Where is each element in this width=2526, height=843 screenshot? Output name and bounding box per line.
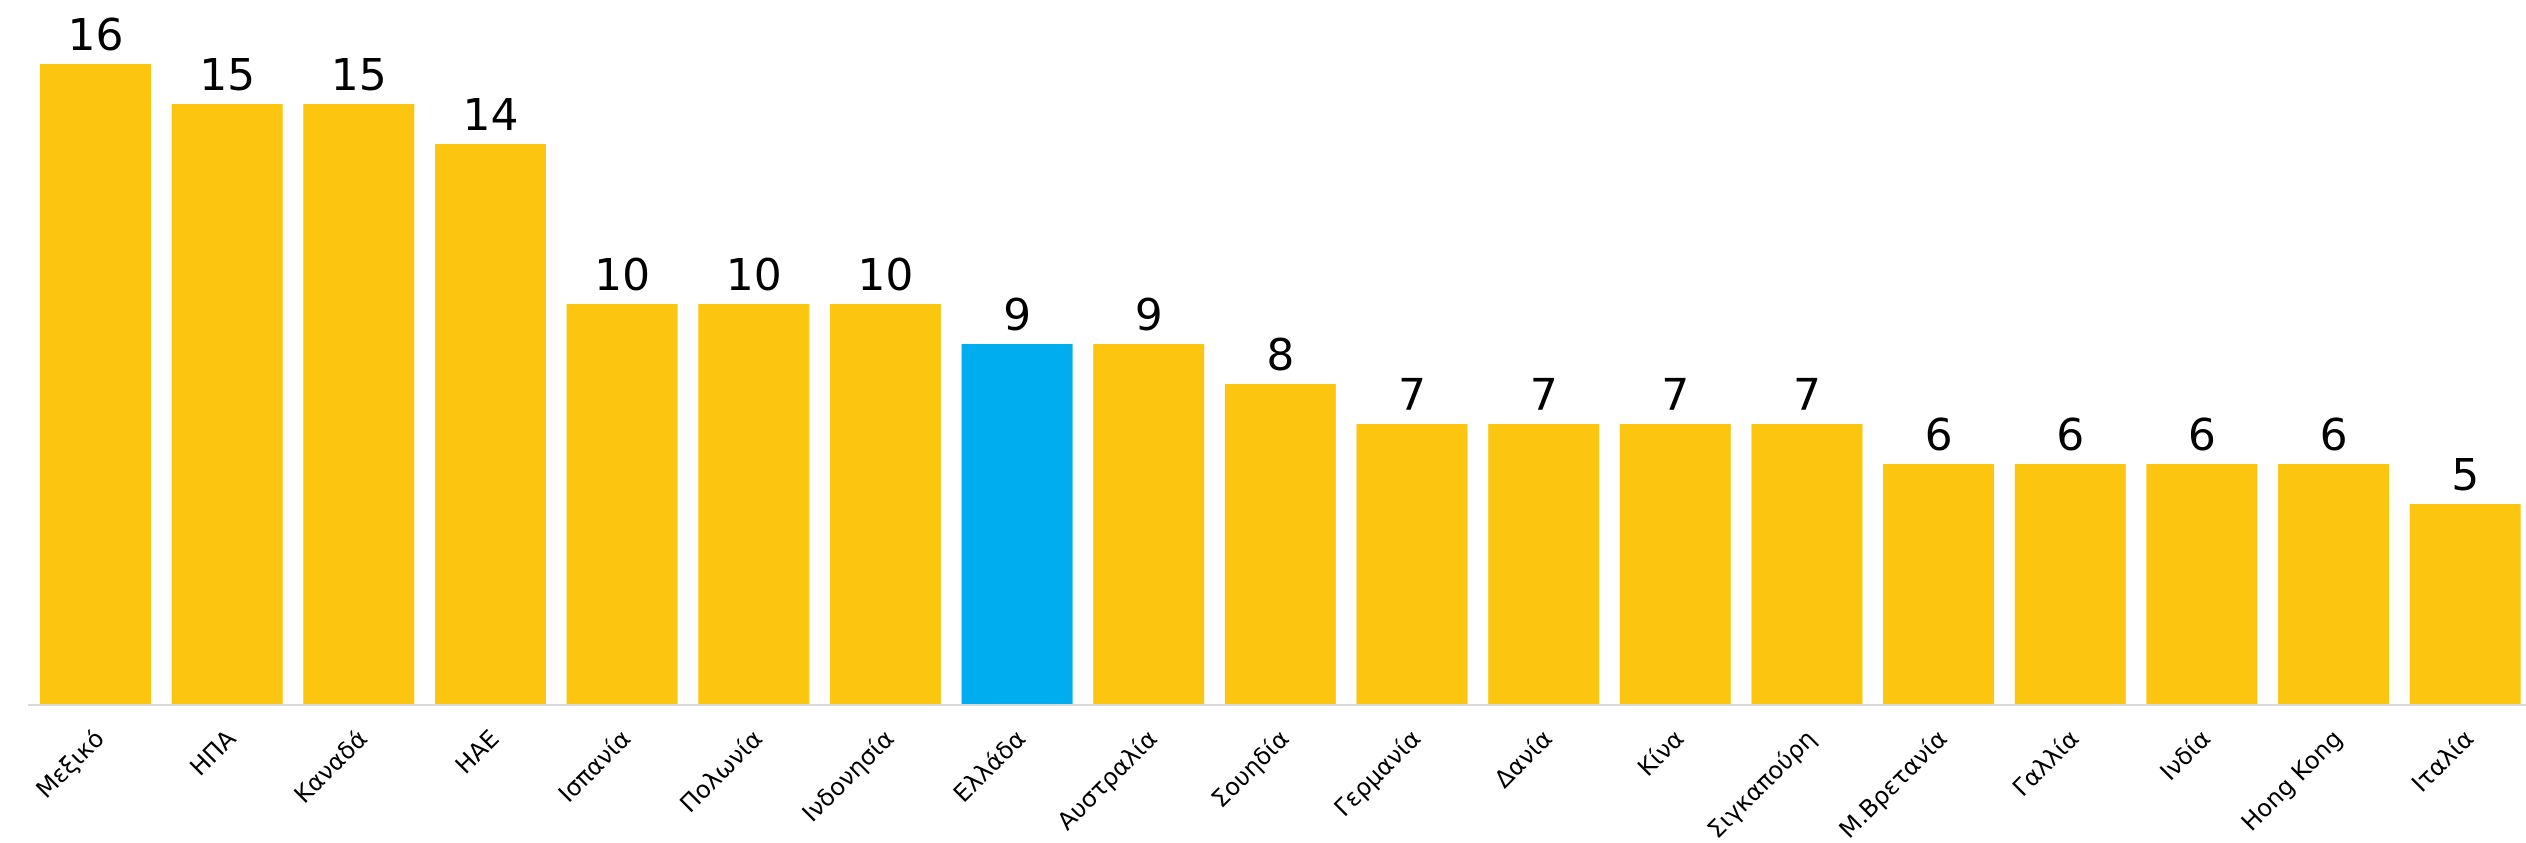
bar-5	[698, 304, 810, 704]
value-label-11: 7	[1530, 370, 1558, 421]
category-label-3: ΗΑΕ	[450, 724, 505, 779]
bar-0	[40, 64, 151, 704]
category-label-18: Ιταλία	[2406, 724, 2479, 797]
value-label-1: 15	[199, 50, 255, 101]
bar-8	[1093, 344, 1205, 704]
value-label-3: 14	[463, 90, 519, 141]
value-label-15: 6	[2056, 410, 2084, 461]
category-labels-group: Μεξικό ΗΠΑ Καναδά ΗΑΕ Ισπανία Πολωνία Ινδονησί…	[31, 724, 2480, 843]
value-label-12: 7	[1661, 370, 1689, 421]
category-label-2: Καναδά	[289, 724, 373, 808]
bar-17	[2278, 464, 2390, 704]
value-label-2: 15	[331, 50, 387, 101]
bar-11	[1488, 424, 1600, 704]
category-label-13: Σιγκαπούρη	[1702, 724, 1821, 843]
bar-2	[303, 104, 415, 704]
bar-16	[2146, 464, 2258, 704]
value-label-8: 9	[1135, 290, 1163, 341]
value-label-4: 10	[594, 250, 650, 301]
category-label-12: Κίνα	[1632, 724, 1689, 781]
category-label-0: Μεξικό	[31, 724, 110, 803]
category-label-11: Δανία	[1489, 724, 1558, 793]
value-label-14: 6	[1925, 410, 1953, 461]
bar-10	[1356, 424, 1468, 704]
category-label-8: Αυστραλία	[1052, 724, 1163, 835]
value-label-0: 16	[68, 10, 124, 61]
bar-6	[829, 304, 941, 704]
category-label-9: Σουηδία	[1206, 724, 1295, 813]
bar-9	[1224, 384, 1336, 704]
bar-15	[2014, 464, 2126, 704]
category-label-1: ΗΠΑ	[185, 724, 242, 781]
category-label-15: Γαλλία	[2007, 724, 2084, 801]
bar-7	[961, 344, 1073, 704]
bar-13	[1751, 424, 1863, 704]
category-label-14: Μ.Βρετανία	[1834, 724, 1953, 843]
value-label-9: 8	[1266, 330, 1294, 381]
category-label-5: Πολωνία	[674, 724, 768, 818]
category-label-17: Hong Kong	[2236, 724, 2348, 836]
category-label-6: Ινδονησία	[797, 724, 900, 827]
category-label-16: Ινδία	[2155, 724, 2217, 786]
bar-12	[1619, 424, 1731, 704]
value-label-13: 7	[1793, 370, 1821, 421]
value-label-16: 6	[2188, 410, 2216, 461]
value-labels-group: 16 15 15 14 10 10 10 9 9 8 7 7 7 7 6 6 6 6 5	[68, 10, 2480, 501]
category-label-10: Γερμανία	[1329, 724, 1427, 822]
bar-14	[1883, 464, 1995, 704]
category-label-7: Ελλάδα	[948, 724, 1031, 807]
value-label-18: 5	[2451, 450, 2479, 501]
bars-group	[40, 64, 2521, 704]
value-label-7: 9	[1003, 290, 1031, 341]
value-label-6: 10	[857, 250, 913, 301]
bar-18	[2409, 504, 2521, 704]
value-label-10: 7	[1398, 370, 1426, 421]
value-label-5: 10	[726, 250, 782, 301]
value-label-17: 6	[2320, 410, 2348, 461]
bar-1	[171, 104, 283, 704]
bar-3	[435, 144, 546, 704]
category-label-4: Ισπανία	[553, 724, 636, 807]
bar-4	[566, 304, 678, 704]
